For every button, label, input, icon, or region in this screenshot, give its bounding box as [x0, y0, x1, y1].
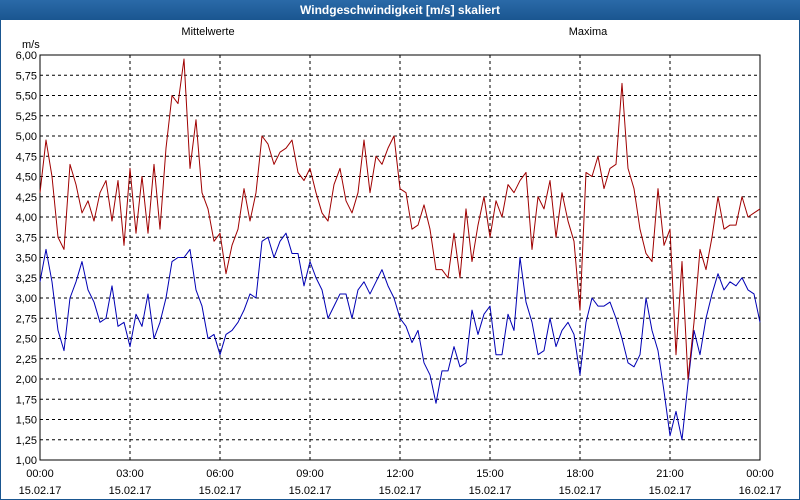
series-line-maxima [39, 58, 761, 380]
series-group [39, 58, 761, 441]
y-tick-label: 2,00 [16, 374, 37, 386]
x-tick-date-label: 16.02.17 [739, 485, 782, 497]
y-tick-label: 5,75 [16, 70, 37, 82]
x-tick-time-label: 12:00 [386, 468, 414, 480]
x-tick-date-label: 15.02.17 [19, 485, 62, 497]
x-tick-time-label: 21:00 [656, 468, 684, 480]
y-tick-label: 2,25 [16, 354, 37, 366]
y-tick-label: 3,75 [16, 232, 37, 244]
y-tick-label: 5,00 [16, 131, 37, 143]
grid-lines [40, 55, 760, 460]
y-tick-label: 1,50 [16, 415, 37, 427]
y-tick-label: 3,50 [16, 253, 37, 265]
x-tick-time-label: 15:00 [476, 468, 504, 480]
x-tick-time-label: 06:00 [206, 468, 234, 480]
x-tick-date-label: 15.02.17 [379, 485, 422, 497]
x-tick-time-label: 03:00 [116, 468, 144, 480]
y-tick-label: 1,25 [16, 435, 37, 447]
y-tick-label: 2,75 [16, 313, 37, 325]
y-tick-label: 5,25 [16, 111, 37, 123]
y-tick-label: 3,00 [16, 293, 37, 305]
x-tick-time-label: 18:00 [566, 468, 594, 480]
y-axis-unit-label: m/s [22, 39, 40, 51]
y-tick-label: 6,00 [16, 50, 37, 62]
x-tick-date-label: 15.02.17 [199, 485, 242, 497]
y-axis-ticks: 1,00 1,25 1,50 1,75 2,00 2,25 2,50 2,75 3,00 3,25… [16, 50, 37, 467]
x-tick-date-label: 15.02.17 [109, 485, 152, 497]
x-tick-time-label: 09:00 [296, 468, 324, 480]
y-tick-label: 4,00 [16, 212, 37, 224]
y-tick-label: 5,50 [16, 91, 37, 103]
x-tick-date-label: 15.02.17 [559, 485, 602, 497]
y-tick-label: 2,50 [16, 334, 37, 346]
y-tick-label: 1,00 [16, 455, 37, 467]
y-tick-label: 1,75 [16, 394, 37, 406]
legend-maxima: Maxima [569, 26, 608, 38]
x-tick-date-label: 15.02.17 [649, 485, 692, 497]
y-tick-label: 4,50 [16, 172, 37, 184]
x-tick-date-label: 15.02.17 [289, 485, 332, 497]
legend-mittelwerte: Mittelwerte [181, 26, 234, 38]
window-border-left [0, 20, 1, 500]
x-tick-time-label: 00:00 [746, 468, 774, 480]
series-line-mittelwerte [39, 232, 761, 441]
y-tick-label: 3,25 [16, 273, 37, 285]
x-tick-date-label: 15.02.17 [469, 485, 512, 497]
x-tick-time-label: 00:00 [26, 468, 54, 480]
window-title: Windgeschwindigkeit [m/s] skaliert [0, 0, 800, 20]
y-tick-label: 4,25 [16, 192, 37, 204]
x-axis-ticks: 00:00 15.02.17 03:00 15.02.17 06:00 15.02.17 0… [19, 468, 782, 497]
y-tick-label: 4,75 [16, 151, 37, 163]
wind-speed-chart: 1,00 1,25 1,50 1,75 2,00 2,25 2,50 2,75 3,00 3,25… [16, 26, 782, 497]
